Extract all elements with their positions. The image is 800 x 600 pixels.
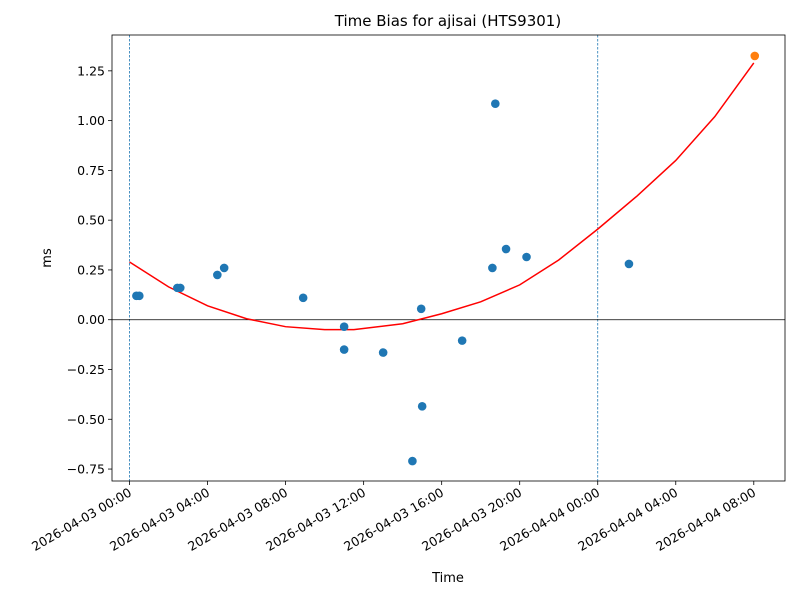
y-tick-label: −0.25 xyxy=(67,362,105,377)
y-tick-label: 1.25 xyxy=(77,63,105,78)
y-tick-label: −0.50 xyxy=(67,412,105,427)
data-point xyxy=(408,456,417,466)
chart-title: Time Bias for ajisai (HTS9301) xyxy=(334,12,561,30)
data-point xyxy=(624,259,634,269)
data-point xyxy=(378,348,388,357)
data-point xyxy=(750,51,760,61)
y-tick-label: 0.00 xyxy=(77,312,105,327)
data-marks xyxy=(129,51,760,466)
data-point xyxy=(339,345,349,354)
data-point xyxy=(417,402,427,411)
data-point xyxy=(491,99,500,108)
axes-frame xyxy=(111,34,786,482)
data-point xyxy=(501,244,511,254)
y-tick-label: 0.75 xyxy=(77,163,105,178)
data-point xyxy=(175,283,185,293)
fit-curve xyxy=(129,62,755,331)
y-tick-label: 0.50 xyxy=(77,213,105,228)
data-point xyxy=(298,293,308,303)
x-axis-title: Time xyxy=(431,571,464,586)
y-tick-label: −0.75 xyxy=(67,462,105,477)
data-point xyxy=(135,291,144,301)
data-point xyxy=(488,263,497,273)
data-point xyxy=(219,263,229,273)
data-point xyxy=(213,270,222,280)
y-axis-title: ms xyxy=(40,248,55,268)
y-tick-label: 0.25 xyxy=(77,262,105,277)
plot-area xyxy=(112,35,785,481)
data-point xyxy=(522,252,531,262)
data-point xyxy=(339,322,349,331)
data-point xyxy=(457,336,467,345)
data-point xyxy=(416,304,426,314)
y-tick-label: 1.00 xyxy=(77,113,105,128)
